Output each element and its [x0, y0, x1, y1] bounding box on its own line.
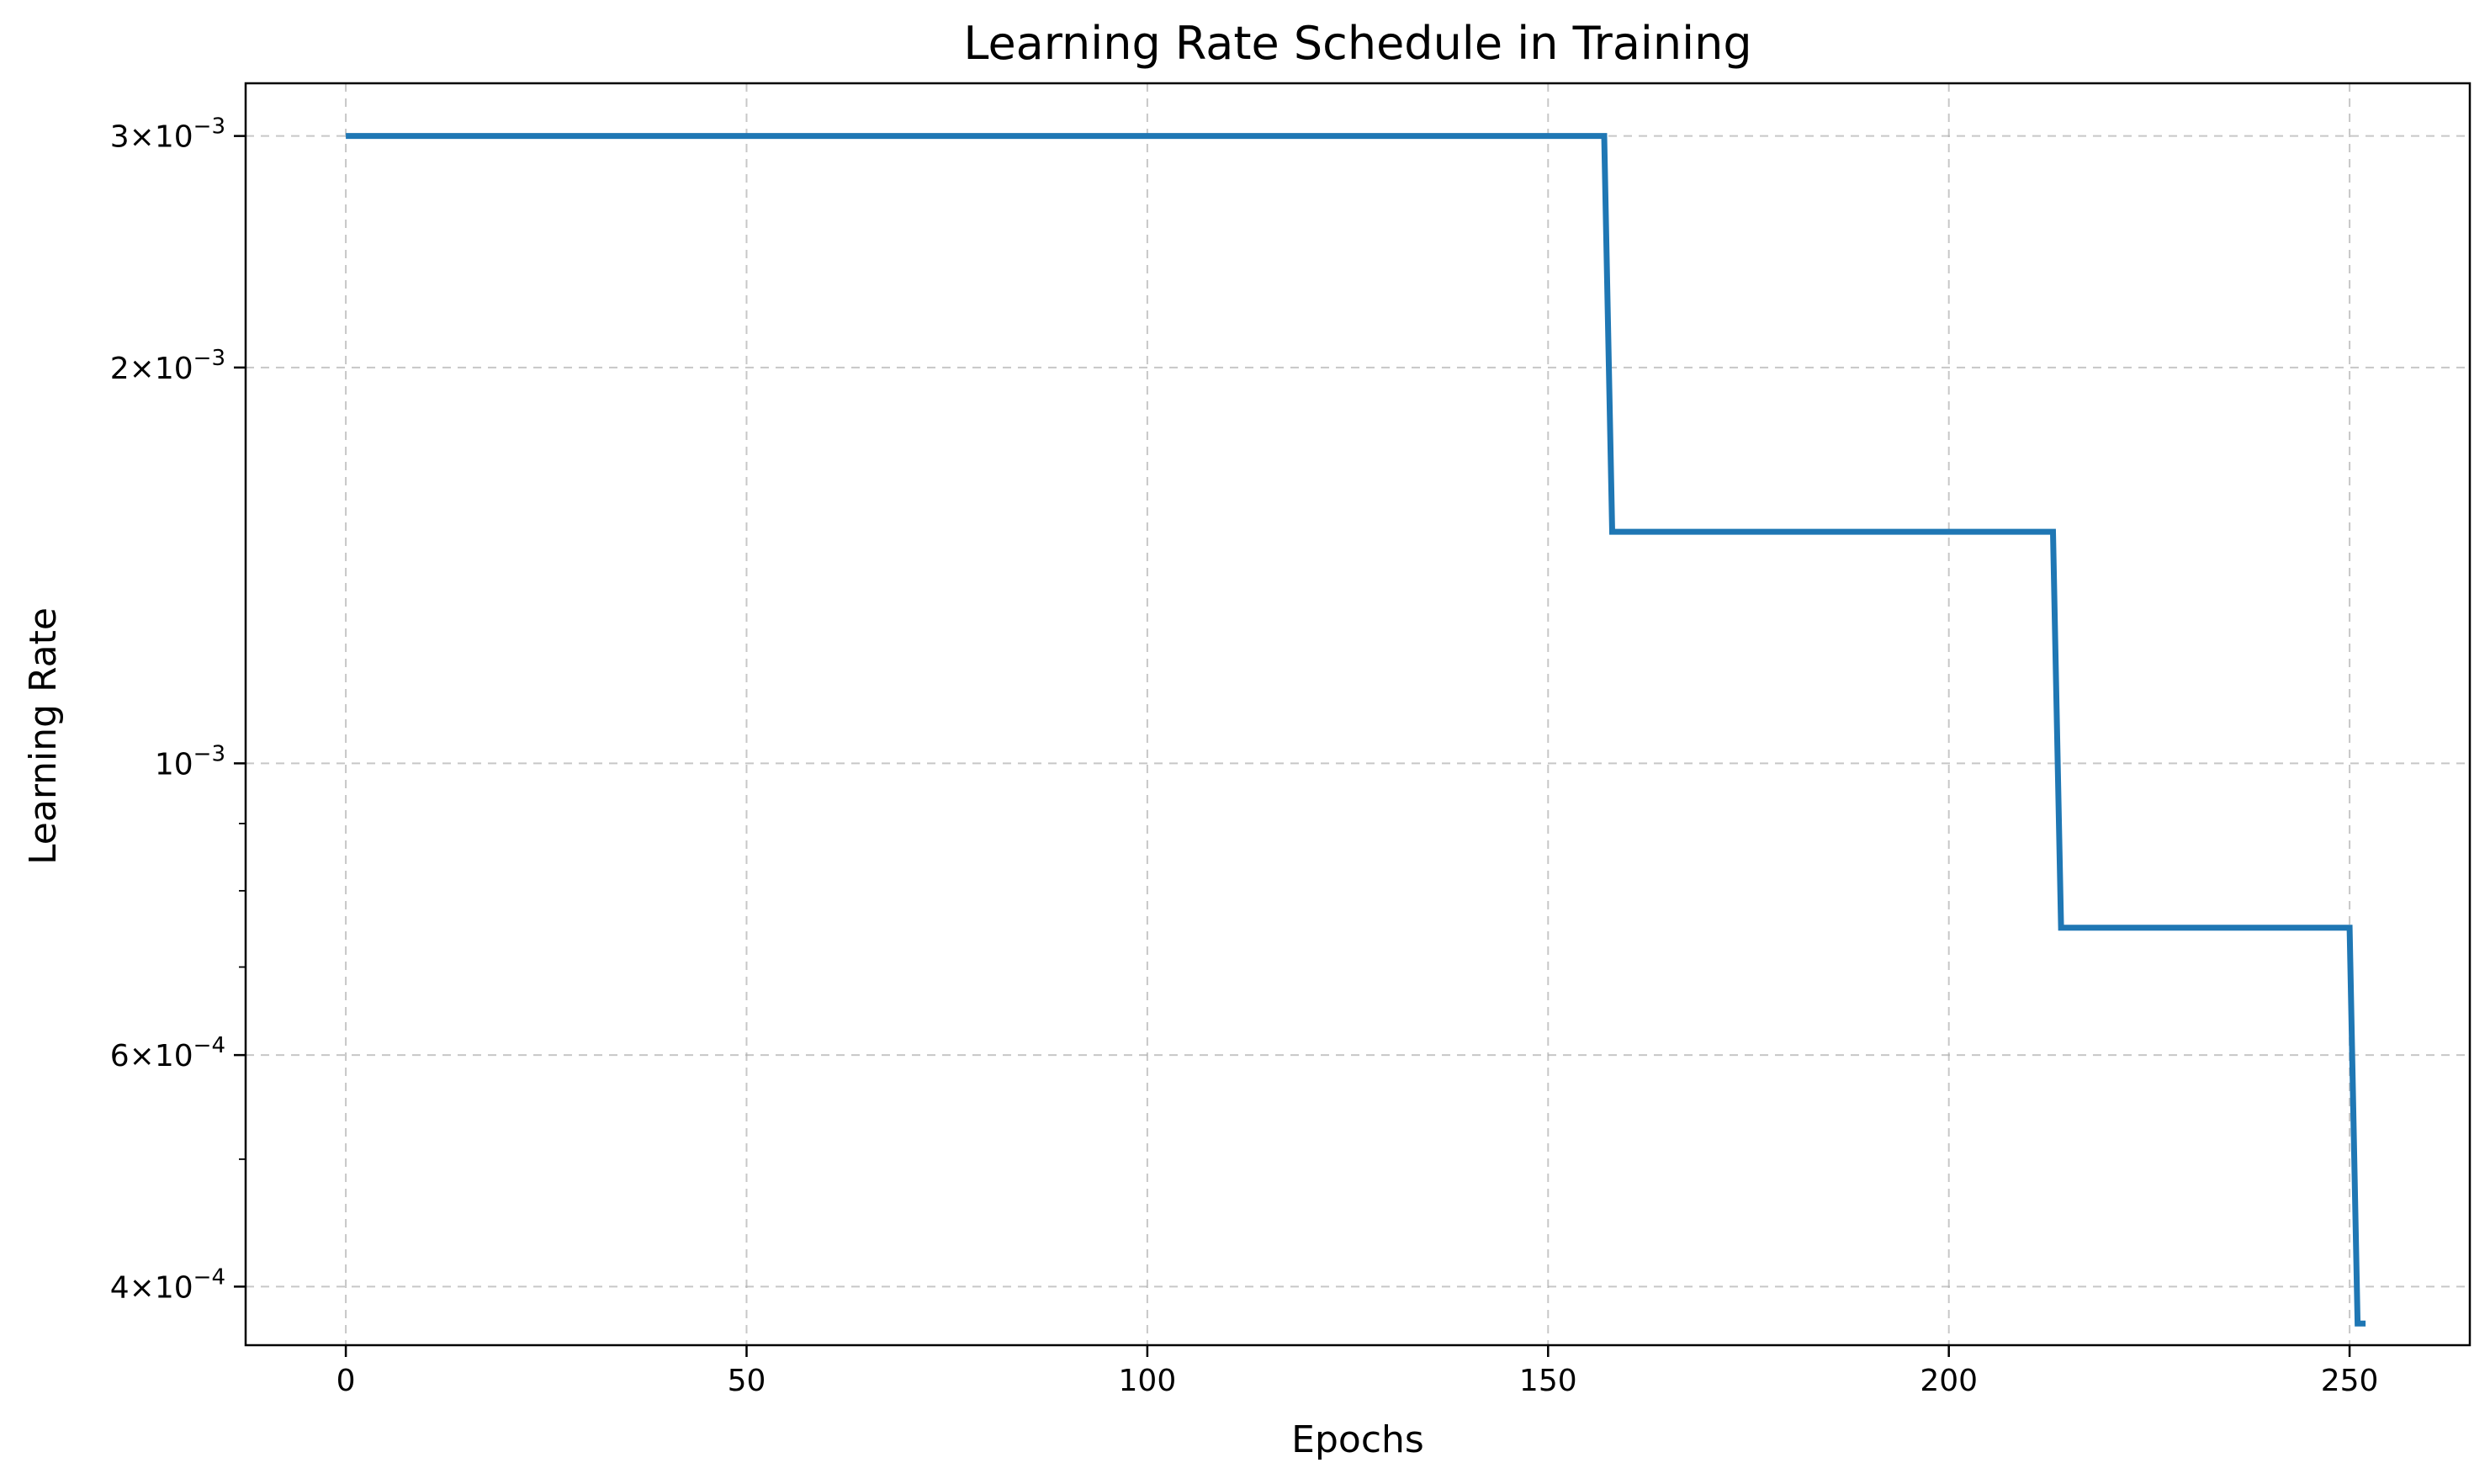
x-tick-label: 100 — [1119, 1364, 1177, 1398]
x-axis-label: Epochs — [1291, 1418, 1424, 1461]
y-tick-label: 3×10−3 — [110, 114, 225, 155]
x-tick-label: 250 — [2321, 1364, 2379, 1398]
series-layer — [346, 133, 2366, 1327]
x-tick-label: 50 — [728, 1364, 766, 1398]
tick-layer: 0 50 100 150 200 250 3×10−3 2×10−3 10−3 6×10−4 4×1… — [110, 114, 2379, 1398]
plot-frame — [244, 82, 2471, 1347]
y-tick-label: 10−3 — [155, 741, 225, 782]
y-tick-label: 2×10−3 — [110, 346, 225, 386]
learning-rate-line — [346, 133, 2366, 1327]
y-tick-label: 4×10−4 — [110, 1264, 225, 1305]
x-tick-label: 200 — [1920, 1364, 1978, 1398]
y-tick-label: 6×10−4 — [110, 1033, 225, 1073]
x-tick-label: 150 — [1519, 1364, 1577, 1398]
x-tick-label: 0 — [336, 1364, 356, 1398]
chart-title: Learning Rate Schedule in Training — [963, 17, 1751, 70]
y-axis-label: Learning Rate — [22, 607, 65, 865]
